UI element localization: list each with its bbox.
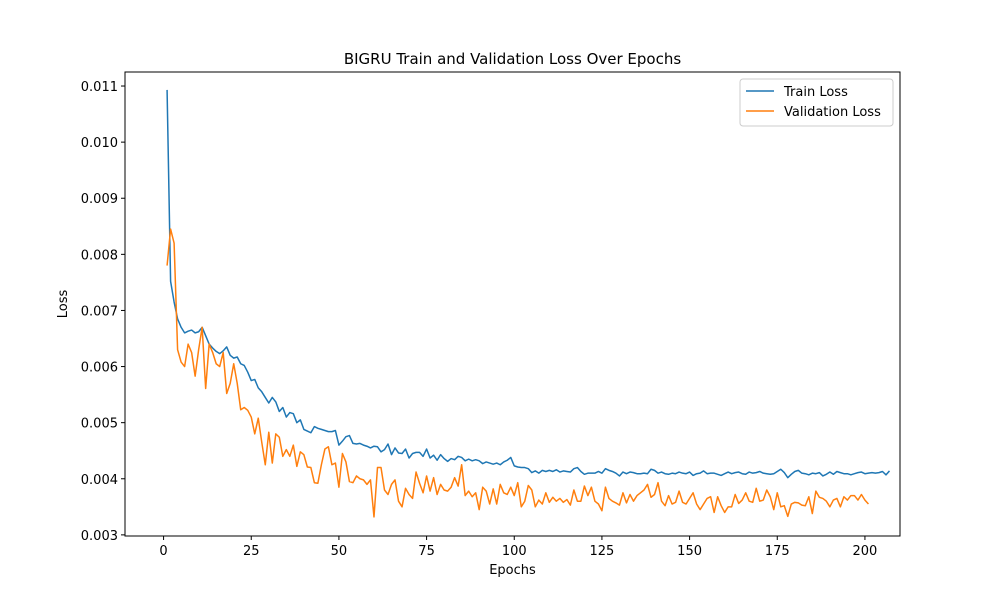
legend-label-train-loss: Train Loss xyxy=(783,85,848,100)
y-tick-label: 0.007 xyxy=(81,304,118,319)
legend-label-validation-loss: Validation Loss xyxy=(784,105,881,120)
x-tick-label: 75 xyxy=(418,544,435,559)
x-tick-label: 200 xyxy=(853,544,878,559)
series-line-validation-loss xyxy=(166,228,869,518)
x-tick-label: 25 xyxy=(243,544,260,559)
y-tick-label: 0.005 xyxy=(81,417,118,432)
series-line-train-loss xyxy=(166,89,891,479)
series-layer xyxy=(166,89,891,518)
legend: Train Loss Validation Loss xyxy=(739,78,894,127)
y-tick-label: 0.011 xyxy=(81,80,118,95)
x-axis: 0 25 50 75 100 125 150 175 200 xyxy=(159,536,877,559)
y-tick-label: 0.003 xyxy=(81,529,118,544)
x-tick-label: 50 xyxy=(331,544,348,559)
x-tick-label: 150 xyxy=(677,544,702,559)
plot-frame xyxy=(124,71,901,537)
y-axis-title: Loss xyxy=(56,290,71,319)
legend-box xyxy=(739,78,894,127)
x-tick-label: 175 xyxy=(765,544,790,559)
y-tick-label: 0.009 xyxy=(81,192,118,207)
chart-title: BIGRU Train and Validation Loss Over Epo… xyxy=(344,50,682,68)
x-axis-title: Epochs xyxy=(489,563,536,578)
y-tick-label: 0.004 xyxy=(81,473,118,488)
y-tick-label: 0.010 xyxy=(81,136,118,151)
y-axis: 0.003 0.004 0.005 0.006 0.007 0.008 0.009 0.010… xyxy=(81,80,125,544)
x-tick-label: 100 xyxy=(502,544,527,559)
x-tick-label: 0 xyxy=(159,544,167,559)
x-tick-label: 125 xyxy=(590,544,615,559)
y-tick-label: 0.008 xyxy=(81,248,118,263)
y-tick-label: 0.006 xyxy=(81,361,118,376)
